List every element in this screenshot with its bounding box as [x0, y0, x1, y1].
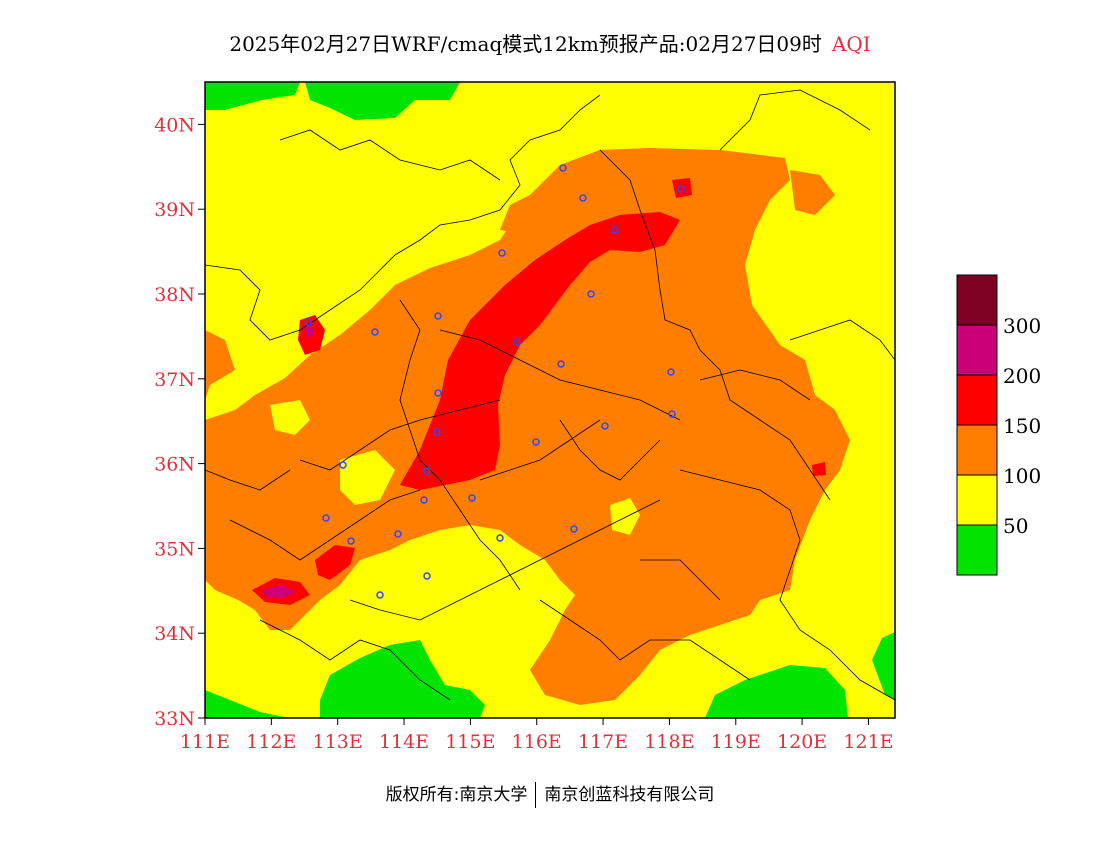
lon-tick-label: 117E: [578, 731, 628, 753]
city-marker: [339, 461, 347, 469]
lat-tick-label: 35N: [154, 538, 195, 560]
lon-tick-label: 115E: [445, 731, 495, 753]
city-marker: [434, 312, 442, 320]
city-marker: [322, 514, 330, 522]
legend-swatch: [956, 474, 998, 526]
lon-tick-label: 118E: [644, 731, 694, 753]
city-marker: [376, 591, 384, 599]
lon-tick-label: 119E: [711, 731, 761, 753]
aqi-red-southwest: [315, 545, 355, 580]
chart-title: 2025年02月27日WRF/cmaq模式12km预报产品:02月27日09时 A…: [0, 28, 1100, 57]
copyright-right: 南京创蓝科技有限公司: [544, 785, 715, 805]
lon-tick-label: 116E: [512, 731, 562, 753]
aqi-green-southwest: [205, 690, 290, 718]
lat-tick-label: 39N: [154, 199, 195, 221]
city-marker: [579, 194, 587, 202]
legend-swatch: [956, 324, 998, 376]
city-marker: [433, 428, 441, 436]
aqi-orange-northeast: [790, 170, 835, 215]
lat-axis: 33N 34N 35N 36N 37N 38N 39N 40N: [154, 114, 205, 730]
lon-tick-label: 114E: [379, 731, 429, 753]
admin-boundaries: [205, 89, 895, 701]
city-marker: [587, 290, 595, 298]
city-marker: [667, 368, 675, 376]
city-marker: [434, 389, 442, 397]
copyright-left: 版权所有:南京大学: [385, 785, 528, 805]
city-marker: [468, 494, 476, 502]
copyright-divider: [535, 782, 537, 808]
aqi-yellow-pocket-3: [610, 498, 640, 535]
title-variable: AQI: [831, 32, 871, 56]
aqi-red-northeast: [672, 178, 692, 198]
aqi-green-southeast: [705, 665, 848, 718]
aqi-green-south: [320, 640, 485, 718]
legend-label: 150: [1003, 414, 1041, 438]
aqi-red-east: [812, 462, 826, 476]
lon-axis: 111E 112E 113E 114E 115E 116E 117E 118E 119E 120E…: [180, 718, 894, 753]
city-marker: [423, 572, 431, 580]
aqi-orange-west: [205, 430, 320, 560]
lat-tick-label: 33N: [154, 708, 195, 730]
city-marker: [496, 534, 504, 542]
legend-label: 300: [1003, 314, 1041, 338]
aqi-legend: 50 100 150 200 300: [956, 274, 1041, 576]
aqi-green-east: [872, 632, 895, 700]
legend-label: 50: [1003, 514, 1028, 538]
city-marker: [394, 530, 402, 538]
aqi-purple-hotspot: [262, 585, 296, 598]
legend-label: 100: [1003, 464, 1041, 488]
city-marker: [498, 249, 506, 257]
city-marker: [559, 164, 567, 172]
aqi-orange-main: [205, 148, 850, 705]
copyright: 版权所有:南京大学 南京创蓝科技有限公司: [0, 780, 1100, 808]
legend-swatch: [956, 374, 998, 426]
lat-tick-label: 36N: [154, 454, 195, 476]
aqi-purple-west: [304, 323, 314, 338]
legend-swatch: [956, 274, 998, 326]
aqi-yellow-pocket-1: [270, 400, 310, 435]
lon-tick-label: 111E: [180, 731, 230, 753]
city-marker: [532, 438, 540, 446]
legend-swatch: [956, 524, 998, 576]
city-marker: [347, 537, 355, 545]
city-marker: [513, 338, 521, 346]
city-marker: [668, 410, 676, 418]
map-frame: [204, 81, 896, 719]
lon-tick-label: 113E: [313, 731, 363, 753]
aqi-green-northwest: [205, 82, 300, 110]
aqi-red-core: [400, 212, 680, 490]
lat-tick-label: 40N: [154, 114, 195, 136]
title-main: 2025年02月27日WRF/cmaq模式12km预报产品:02月27日09时: [229, 32, 822, 56]
city-marker: [570, 525, 578, 533]
city-marker: [677, 185, 685, 193]
aqi-orange-north-tongue: [500, 175, 570, 235]
city-markers: [304, 164, 685, 599]
city-marker: [601, 422, 609, 430]
lat-tick-label: 38N: [154, 284, 195, 306]
lon-tick-label: 120E: [777, 731, 827, 753]
city-marker: [611, 226, 619, 234]
aqi-green-north: [305, 82, 460, 120]
aqi-yellow-pocket-2: [340, 450, 395, 505]
lon-tick-label: 112E: [246, 731, 296, 753]
city-marker: [557, 360, 565, 368]
legend-label: 200: [1003, 364, 1041, 388]
city-marker: [371, 328, 379, 336]
legend-swatch: [956, 424, 998, 476]
aqi-field: [205, 82, 895, 718]
lat-tick-label: 37N: [154, 369, 195, 391]
lat-tick-label: 34N: [154, 623, 195, 645]
city-marker: [304, 318, 312, 326]
lon-tick-label: 121E: [843, 731, 893, 753]
city-marker: [423, 467, 431, 475]
city-marker: [420, 496, 428, 504]
